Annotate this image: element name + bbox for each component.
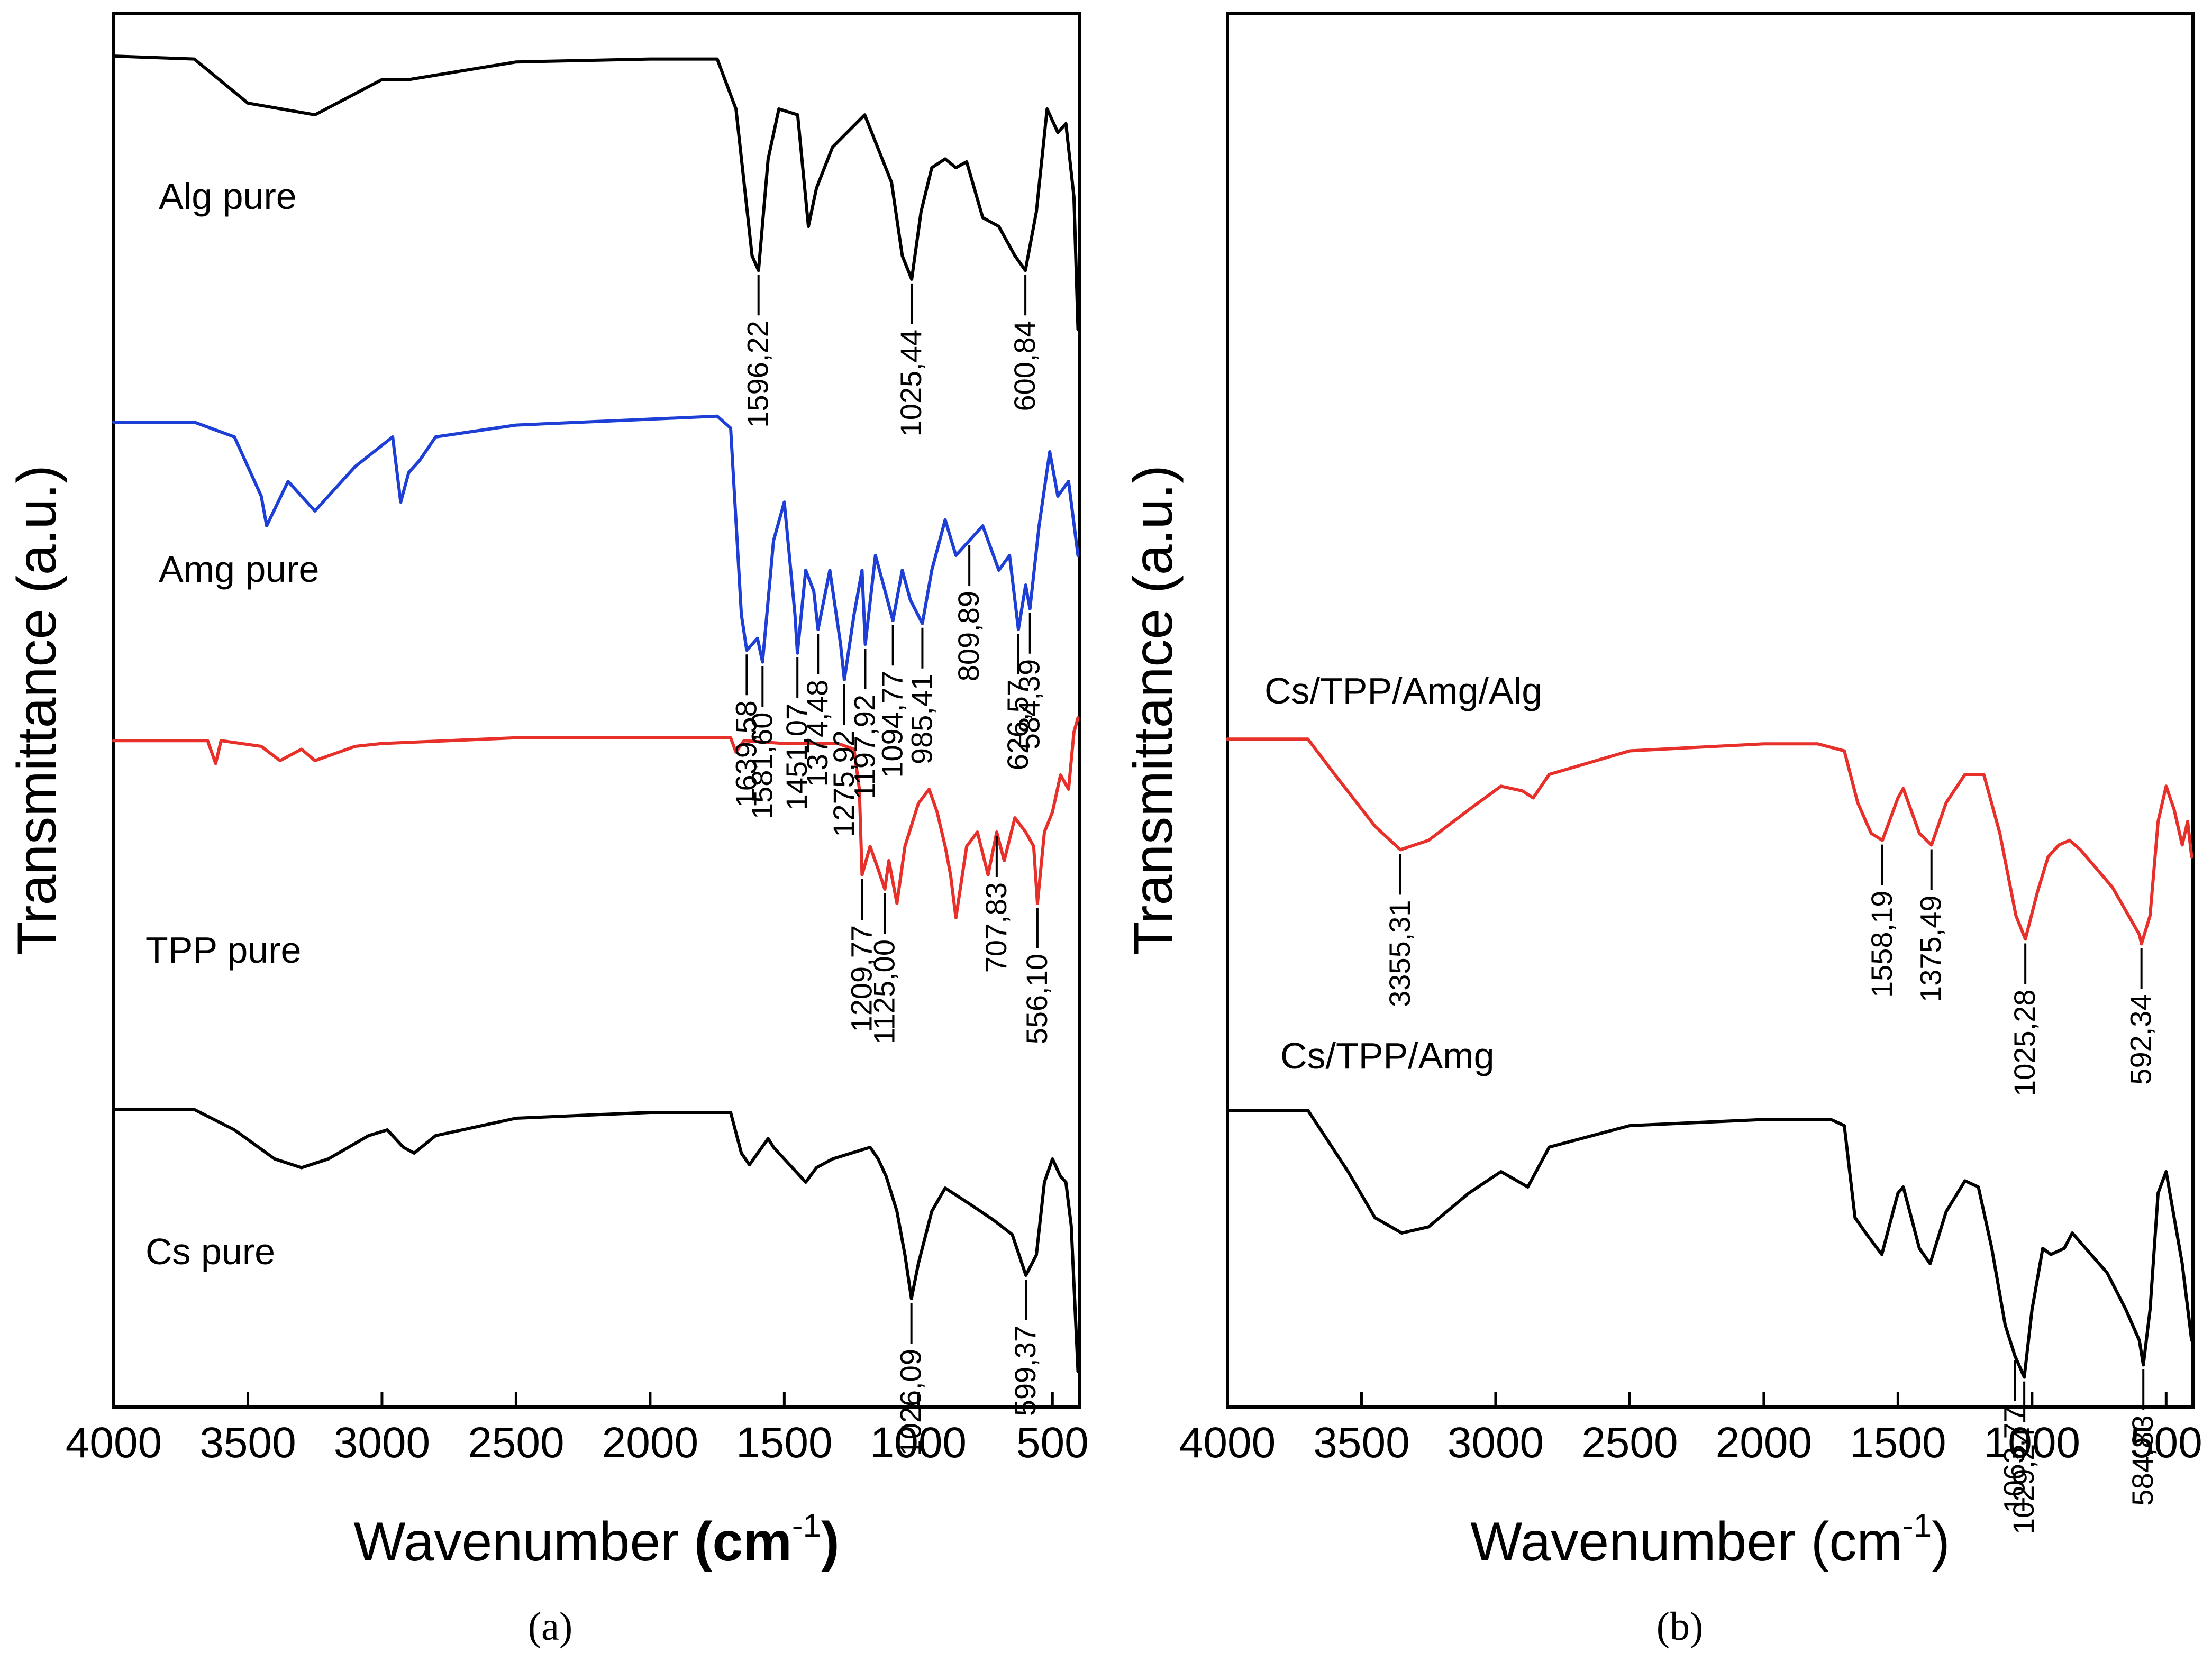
peak-label: 1639,58	[729, 700, 762, 807]
x-tick-label: 1500	[1850, 1419, 1946, 1467]
x-tick-label: 2000	[602, 1419, 698, 1467]
x-axis-title: Wavenumber (cm-1)	[1470, 1508, 1950, 1573]
x-axis-title: Wavenumber (cm-1)	[353, 1508, 839, 1573]
peak-label: 1197,92	[848, 695, 881, 799]
peak-label: 1596,22	[741, 321, 775, 427]
x-tick-label: 500	[1016, 1419, 1089, 1467]
peak-label: 556,10	[1020, 954, 1053, 1044]
x-tick-label: 3500	[1313, 1419, 1409, 1467]
peak-label: 1025,28	[2008, 990, 2041, 1097]
series-line-tpp-pure	[112, 716, 1080, 919]
series-line-cs-tpp-amg	[1226, 1109, 2193, 1379]
series-label: Alg pure	[159, 176, 297, 217]
x-tick-label: 2000	[1716, 1419, 1812, 1467]
x-tick-label: 1500	[736, 1419, 832, 1467]
x-tick-label: 3500	[199, 1419, 296, 1467]
x-tick-label: 3000	[334, 1419, 430, 1467]
series-label: Amg pure	[159, 549, 319, 590]
peak-label: 1581,60	[745, 713, 778, 819]
peak-label: 1209,77	[844, 925, 878, 1032]
peak-label: 600,84	[1008, 321, 1041, 411]
peak-label: 1374,48	[800, 680, 834, 787]
peak-label: 1451,07	[780, 704, 813, 810]
x-tick-label: 4000	[1179, 1419, 1276, 1467]
plot-frame	[1226, 12, 2195, 1409]
series-label: Cs pure	[145, 1231, 275, 1272]
peak-label: 1558,19	[1865, 891, 1898, 998]
series-line-alg-pure	[112, 54, 1080, 331]
plot-frame	[112, 12, 1081, 1409]
y-axis-title: Transmittance (a.u.)	[1123, 465, 1184, 955]
x-tick-label: 500	[2130, 1419, 2202, 1467]
x-tick-label: 2500	[1581, 1419, 1678, 1467]
panel-caption: (a)	[528, 1604, 572, 1649]
peak-label: 1029,24	[2007, 1428, 2040, 1535]
peak-label: 1025,44	[894, 330, 927, 436]
peak-label: 584,83	[2126, 1415, 2159, 1505]
peak-label: 1125,00	[867, 939, 900, 1044]
series-line-cs-tpp-amg-alg	[1226, 737, 2193, 946]
peak-label: 1026,09	[894, 1349, 927, 1456]
peak-label: 3355,31	[1383, 900, 1416, 1007]
panel-caption: (b)	[1656, 1604, 1704, 1649]
panel-b: 4000 3500 3000 2500 2000 1500 1000 500 Wavenumbe…	[1123, 12, 2202, 1649]
peak-label: 1275,92	[827, 730, 860, 837]
peak-label: 592,34	[2124, 994, 2158, 1084]
series-label: Cs/TPP/Amg/Alg	[1264, 670, 1542, 711]
y-axis-title: Transmittance (a.u.)	[6, 465, 68, 955]
x-tick-label: 3000	[1448, 1419, 1544, 1467]
peak-label: 985,41	[905, 674, 938, 764]
panel-a: 4000 3500 3000 2500 2000 1500 1000 500 Wavenumbe…	[6, 12, 1089, 1649]
peak-label: 1094,77	[876, 671, 909, 778]
x-tick-label: 2500	[468, 1419, 564, 1467]
series-label: Cs/TPP/Amg	[1280, 1035, 1495, 1076]
x-tick-label: 4000	[66, 1419, 162, 1467]
series-line-cs-pure	[112, 1108, 1080, 1373]
peak-label: 707,83	[979, 882, 1013, 973]
x-tick-label: 1000	[1984, 1419, 2080, 1467]
peak-label: 1063,77	[1997, 1406, 2031, 1513]
x-tick-label: 1000	[870, 1419, 967, 1467]
series-line-amg-pure	[112, 414, 1080, 682]
peak-label: 599,37	[1008, 1326, 1042, 1416]
peak-label: 626,57	[1001, 680, 1034, 770]
series-label: TPP pure	[145, 929, 301, 971]
peak-label: 584,39	[1013, 659, 1046, 750]
peak-label: 1375,49	[1914, 896, 1947, 1002]
peak-label: 809,89	[952, 591, 985, 681]
